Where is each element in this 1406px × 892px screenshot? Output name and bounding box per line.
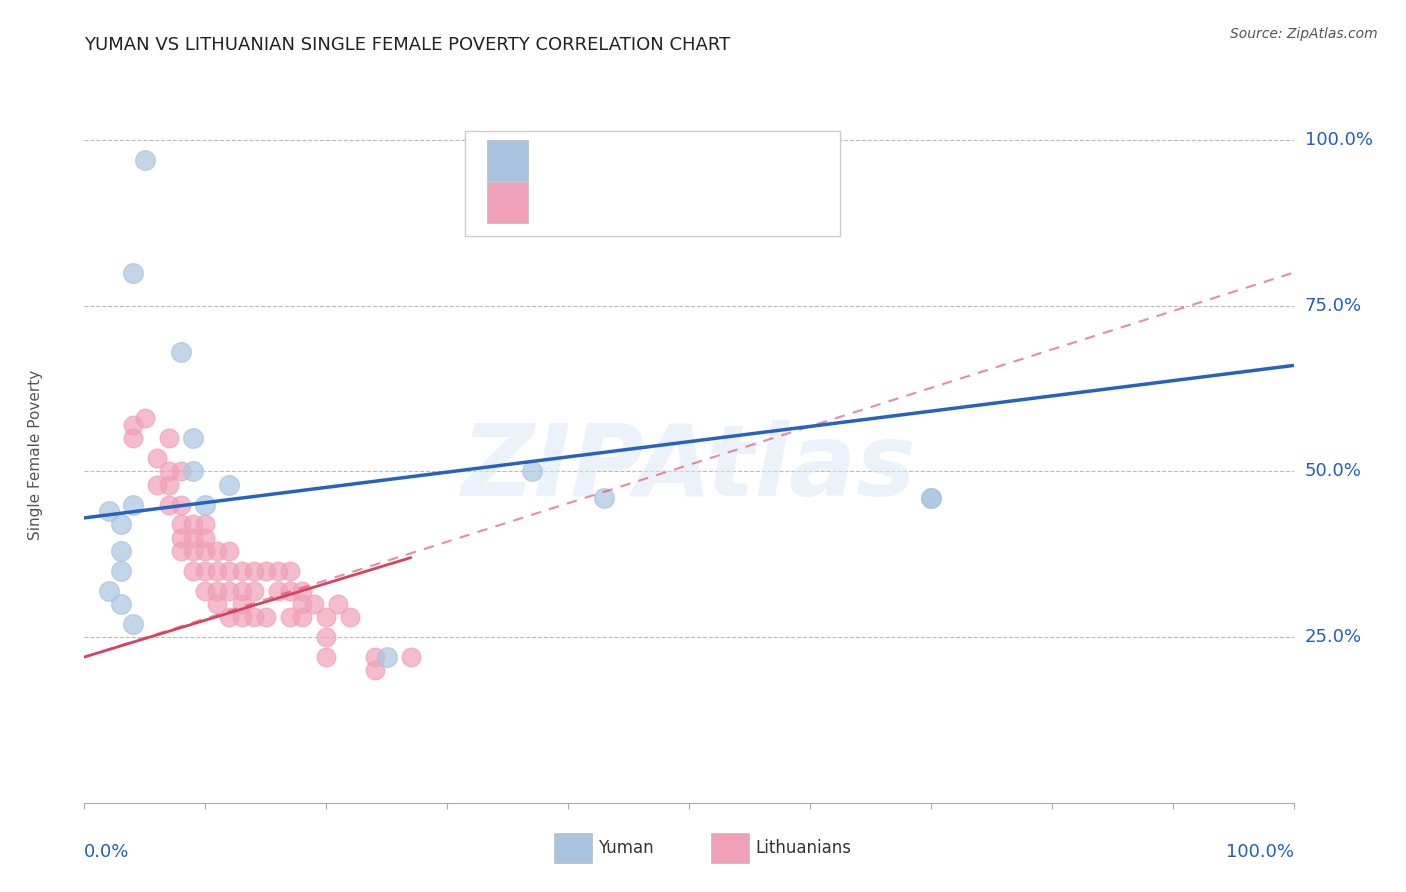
Point	[194, 544, 217, 558]
Text: ZIPAtlas: ZIPAtlas	[461, 420, 917, 517]
Point	[267, 583, 290, 598]
Point	[363, 650, 385, 665]
FancyBboxPatch shape	[710, 833, 749, 863]
Point	[170, 531, 193, 545]
Point	[363, 663, 385, 677]
Point	[181, 564, 204, 578]
Point	[181, 531, 204, 545]
FancyBboxPatch shape	[554, 833, 592, 863]
Point	[207, 544, 229, 558]
Point	[254, 564, 277, 578]
Point	[121, 266, 143, 280]
Text: 0.0%: 0.0%	[84, 843, 129, 861]
Point	[170, 345, 193, 359]
Point	[291, 583, 314, 598]
Point	[110, 517, 132, 532]
Point	[315, 630, 337, 644]
Point	[339, 610, 361, 624]
Point	[121, 616, 143, 631]
Point	[328, 597, 350, 611]
Text: Single Female Poverty: Single Female Poverty	[28, 370, 44, 540]
Point	[267, 564, 290, 578]
Point	[375, 650, 398, 665]
Point	[242, 610, 264, 624]
Text: 100.0%: 100.0%	[1305, 131, 1372, 149]
Point	[231, 583, 253, 598]
Text: 100.0%: 100.0%	[1226, 843, 1294, 861]
Text: R = 0.220   N = 57: R = 0.220 N = 57	[550, 194, 720, 211]
Point	[231, 610, 253, 624]
FancyBboxPatch shape	[486, 182, 529, 223]
Point	[181, 431, 204, 445]
Text: 50.0%: 50.0%	[1305, 462, 1361, 481]
Point	[157, 465, 180, 479]
Point	[218, 564, 240, 578]
Point	[254, 610, 277, 624]
Point	[121, 498, 143, 512]
Point	[593, 491, 616, 505]
Point	[920, 491, 942, 505]
Point	[194, 564, 217, 578]
Point	[399, 650, 422, 665]
Point	[97, 583, 120, 598]
Point	[278, 610, 301, 624]
Point	[134, 411, 156, 425]
Point	[146, 451, 169, 466]
Point	[302, 597, 325, 611]
Point	[291, 610, 314, 624]
Point	[194, 583, 217, 598]
Text: Yuman: Yuman	[599, 839, 654, 857]
Point	[291, 597, 314, 611]
Point	[170, 544, 193, 558]
Point	[218, 477, 240, 491]
Point	[231, 564, 253, 578]
Point	[194, 517, 217, 532]
Text: 25.0%: 25.0%	[1305, 628, 1362, 646]
Point	[194, 531, 217, 545]
Point	[520, 465, 543, 479]
Point	[181, 544, 204, 558]
Point	[231, 597, 253, 611]
Point	[170, 465, 193, 479]
Point	[218, 610, 240, 624]
Text: 75.0%: 75.0%	[1305, 297, 1362, 315]
Point	[110, 564, 132, 578]
Point	[134, 153, 156, 167]
Point	[207, 564, 229, 578]
Point	[242, 583, 264, 598]
Point	[920, 491, 942, 505]
Point	[157, 498, 180, 512]
Point	[242, 564, 264, 578]
Point	[315, 610, 337, 624]
Point	[218, 544, 240, 558]
Point	[146, 477, 169, 491]
Point	[110, 597, 132, 611]
Point	[278, 583, 301, 598]
Text: Lithuanians: Lithuanians	[755, 839, 852, 857]
Point	[278, 564, 301, 578]
Point	[170, 498, 193, 512]
Text: YUMAN VS LITHUANIAN SINGLE FEMALE POVERTY CORRELATION CHART: YUMAN VS LITHUANIAN SINGLE FEMALE POVERT…	[84, 36, 731, 54]
Text: R = 0.337   N = 20: R = 0.337 N = 20	[550, 152, 720, 170]
Point	[170, 517, 193, 532]
Point	[207, 583, 229, 598]
Point	[157, 477, 180, 491]
FancyBboxPatch shape	[465, 131, 841, 235]
Point	[218, 583, 240, 598]
Point	[194, 498, 217, 512]
Point	[181, 465, 204, 479]
Point	[207, 597, 229, 611]
Point	[315, 650, 337, 665]
Point	[97, 504, 120, 518]
Point	[121, 431, 143, 445]
FancyBboxPatch shape	[486, 140, 529, 181]
Text: Source: ZipAtlas.com: Source: ZipAtlas.com	[1230, 27, 1378, 41]
Point	[181, 517, 204, 532]
Point	[110, 544, 132, 558]
Point	[157, 431, 180, 445]
Point	[121, 418, 143, 433]
